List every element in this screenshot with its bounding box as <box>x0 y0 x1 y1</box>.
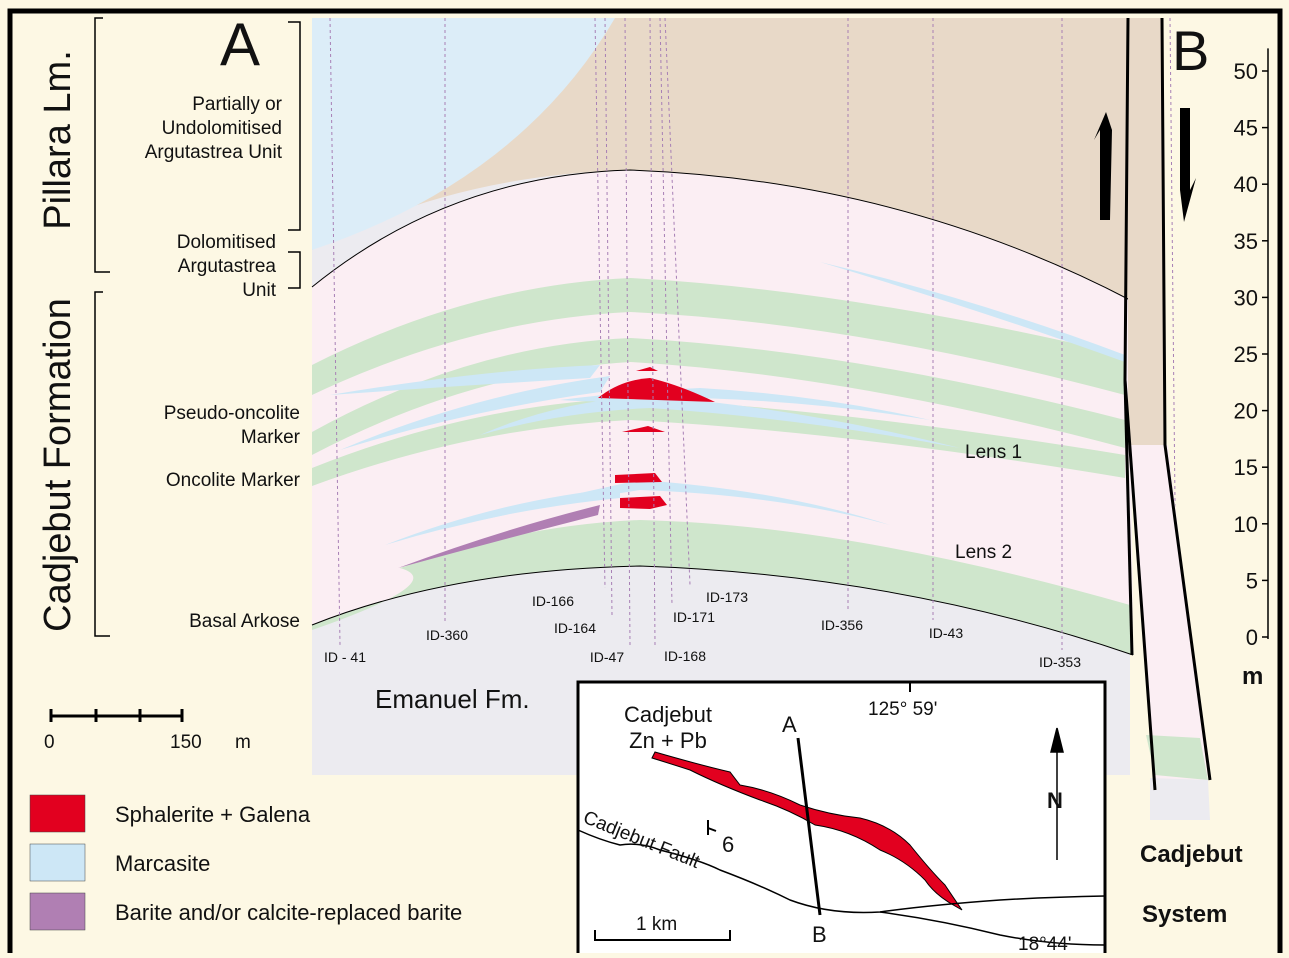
inset-scale-label: 1 km <box>636 914 677 935</box>
label-b: B <box>1172 19 1209 82</box>
tick-label: 30 <box>1234 285 1258 310</box>
tick-label: 15 <box>1234 455 1258 480</box>
drill-hole-label: ID-168 <box>664 648 706 664</box>
drill-hole-label: ID-47 <box>590 649 624 665</box>
section-end: B <box>812 922 827 947</box>
drill-hole-label: ID-43 <box>929 625 963 641</box>
dip-value: 6 <box>722 832 734 857</box>
drill-hole-label: ID - 41 <box>324 649 366 665</box>
panel-base <box>1150 778 1210 820</box>
drill-hole-label: ID-166 <box>532 593 574 609</box>
longitude: 125° 59' <box>868 699 937 720</box>
formation-label: Emanuel Fm. <box>375 684 530 714</box>
drill-hole-label: ID-356 <box>821 617 863 633</box>
formation-label: Cadjebut Formation <box>37 298 79 632</box>
panel-band <box>1146 735 1208 780</box>
system-label: Cadjebut <box>1140 841 1243 868</box>
legend-label: Barite and/or calcite-replaced barite <box>115 900 462 925</box>
tick-label: 25 <box>1234 342 1258 367</box>
legend-swatch <box>30 893 85 930</box>
drill-hole-label: ID-171 <box>673 609 715 625</box>
drill-hole-label: ID-353 <box>1039 654 1081 670</box>
legend-label: Marcasite <box>115 851 210 876</box>
lens-label: Lens 1 <box>965 442 1022 463</box>
tick-label: 45 <box>1234 116 1258 141</box>
label-a: A <box>220 11 260 78</box>
tick-label: 50 <box>1234 59 1258 84</box>
latitude: 18°44' <box>1018 934 1072 953</box>
tick-label: 0 <box>1246 625 1258 650</box>
tick-label: 35 <box>1234 229 1258 254</box>
drill-hole-label: ID-360 <box>426 627 468 643</box>
tick-label: 20 <box>1234 399 1258 424</box>
lens-label: Lens 2 <box>955 542 1012 563</box>
north-label: N <box>1047 788 1063 813</box>
legend-label: Sphalerite + Galena <box>115 802 311 827</box>
axis-unit: m <box>1242 663 1263 690</box>
legend-swatch <box>30 844 85 881</box>
unit-label: Basal Arkose <box>189 611 300 632</box>
pillara-panel <box>1128 18 1165 445</box>
legend-swatch <box>30 795 85 832</box>
drill-hole-label: ID-173 <box>706 589 748 605</box>
unit-label: Oncolite Marker <box>166 470 301 491</box>
formation-label: Pillara Lm. <box>37 50 79 230</box>
section-figure: ID - 41 ID-360 ID-166 ID-164 ID-47 ID-168 ID-1… <box>0 0 1289 953</box>
scale-start: 0 <box>44 732 55 753</box>
tick-label: 5 <box>1246 568 1258 593</box>
scale-end: 150 <box>170 732 202 753</box>
system-label: System <box>1142 901 1227 928</box>
drill-hole-label: ID-164 <box>554 620 596 636</box>
tick-label: 10 <box>1234 512 1258 537</box>
scale-unit: m <box>235 732 251 753</box>
section-end: A <box>782 712 797 737</box>
tick-label: 40 <box>1234 172 1258 197</box>
